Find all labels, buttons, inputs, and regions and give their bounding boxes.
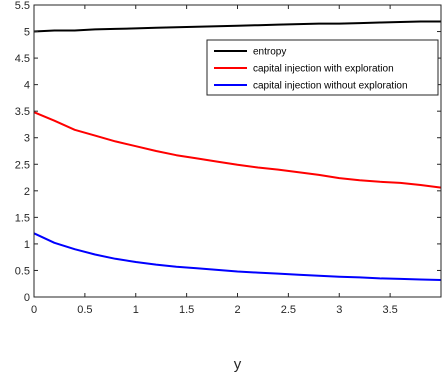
y-tick-label: 2.5 <box>15 159 30 171</box>
x-tick-label: 3.5 <box>382 304 397 316</box>
x-tick-label: 1.5 <box>179 304 194 316</box>
series-layer <box>33 20 442 281</box>
y-tick-label: 3.5 <box>15 106 30 118</box>
series-line-3 <box>33 232 442 281</box>
x-tick-label: 3 <box>336 304 342 316</box>
x-tick-label: 0.5 <box>77 304 92 316</box>
legend-label-1: entropy <box>253 47 286 58</box>
legend-label-3: capital injection without exploration <box>253 81 408 92</box>
x-tick-label: 0 <box>31 304 37 316</box>
y-tick-label: 4.5 <box>15 53 30 65</box>
legend: entropy capital injection with exploratio… <box>206 39 439 96</box>
y-tick-label: 5 <box>24 27 30 39</box>
axes-layer: 0 0.5 1 1.5 2 2.5 3 3.5 0 0.5 1 1.5 2 2.5 3 3.5 4 4.5 5 5.5 <box>15 0 442 316</box>
legend-label-2: capital injection with exploration <box>253 64 394 75</box>
series-line-2 <box>33 111 442 189</box>
x-tick-label: 2 <box>234 304 240 316</box>
y-tick-label: 0 <box>24 292 30 304</box>
y-tick-label: 4 <box>24 80 30 92</box>
x-tick-label: 1 <box>133 304 139 316</box>
y-tick-label: 0.5 <box>15 265 30 277</box>
y-tick-label: 3 <box>24 133 30 145</box>
series-line-1 <box>33 20 441 33</box>
x-axis-title: y <box>234 356 242 373</box>
y-tick-label: 1 <box>24 239 30 251</box>
y-tick-label: 1.5 <box>15 212 30 224</box>
y-tick-label: 5.5 <box>15 0 30 12</box>
x-tick-label: 2.5 <box>281 304 296 316</box>
y-tick-label: 2 <box>24 186 30 198</box>
